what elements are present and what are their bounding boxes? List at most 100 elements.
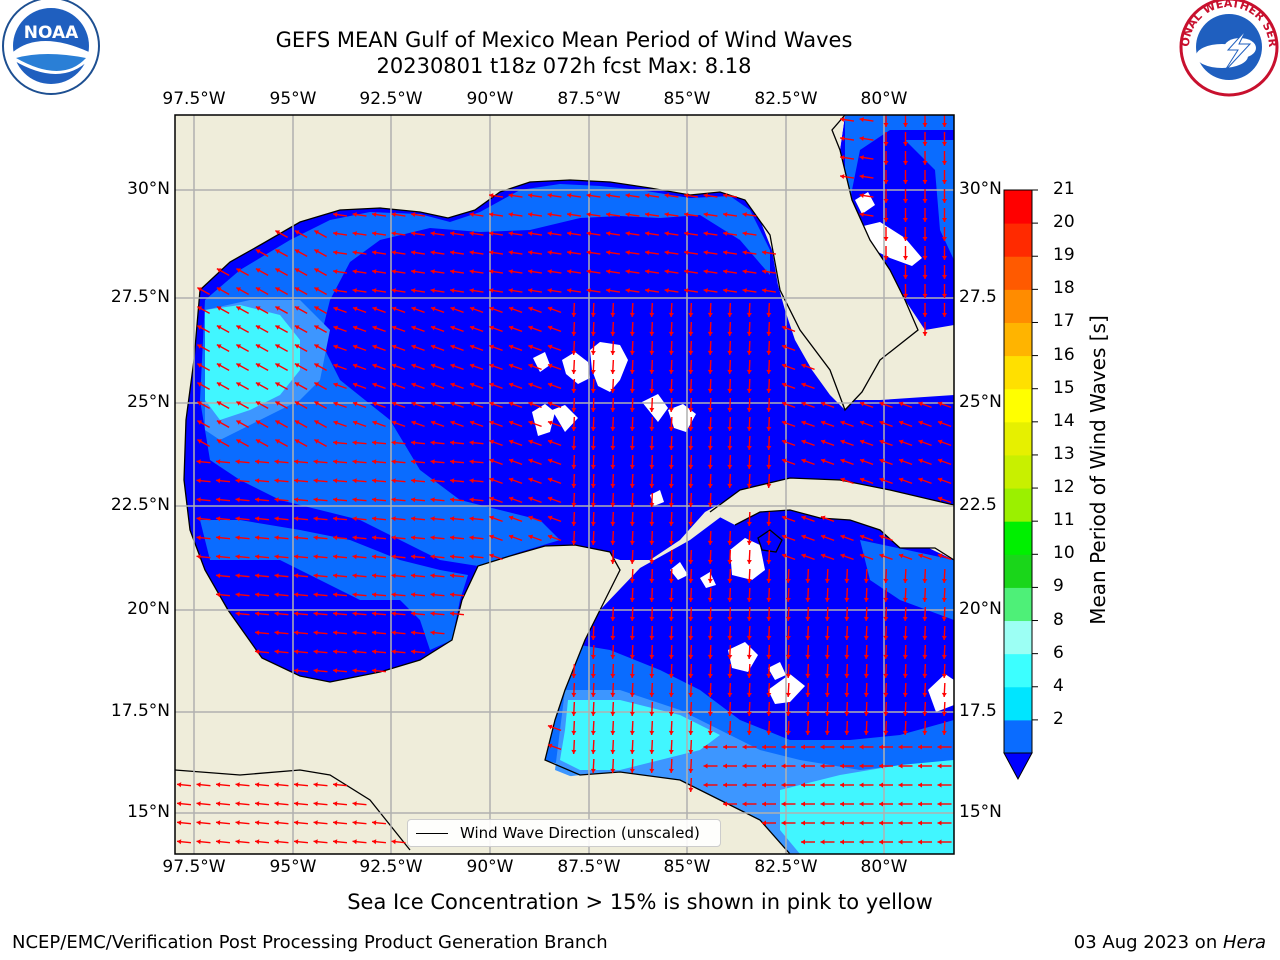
colorbar-frame	[1003, 189, 1033, 754]
wind-wave-arrow	[703, 269, 718, 275]
wind-wave-arrow	[610, 549, 616, 565]
wind-wave-arrow	[688, 511, 694, 527]
wind-wave-arrows	[176, 115, 952, 845]
wind-wave-arrow	[590, 378, 596, 394]
wind-wave-arrow	[839, 136, 855, 142]
wind-wave-arrow	[391, 325, 406, 333]
wind-wave-arrow	[746, 359, 752, 375]
wind-wave-arrow	[352, 306, 367, 314]
x-tick-label-top: 95°W	[269, 89, 317, 109]
wind-wave-arrow	[605, 231, 621, 237]
wind-wave-arrow	[590, 625, 596, 641]
y-tick-label-left: 22.5°N	[110, 495, 170, 515]
wind-wave-arrow	[781, 344, 796, 352]
wind-wave-arrow	[668, 720, 674, 736]
wind-wave-arrow	[547, 306, 562, 314]
wind-wave-arrow	[293, 630, 309, 636]
wind-wave-arrow	[649, 302, 655, 318]
wind-wave-arrow	[649, 321, 655, 337]
wind-wave-arrow	[649, 416, 655, 432]
wind-wave-arrow	[391, 440, 406, 446]
wind-wave-arrow	[528, 363, 542, 371]
wind-wave-arrow	[391, 649, 406, 655]
wind-wave-arrow	[293, 497, 309, 503]
wind-wave-arrow	[863, 663, 869, 679]
wind-wave-arrow	[586, 231, 601, 237]
wind-wave-arrow	[727, 397, 733, 413]
wind-wave-arrow	[236, 363, 249, 371]
wind-wave-arrow	[586, 250, 601, 256]
wind-wave-arrow	[688, 492, 694, 508]
wind-wave-arrow	[766, 340, 772, 356]
wind-wave-arrow	[216, 287, 230, 295]
wind-wave-arrow	[723, 763, 737, 769]
wind-wave-arrow	[859, 801, 874, 807]
wind-wave-arrow	[766, 302, 772, 318]
wind-wave-arrow	[371, 516, 387, 522]
wind-wave-arrow	[566, 250, 582, 256]
wind-wave-arrow	[547, 250, 562, 256]
wind-wave-arrow	[727, 625, 733, 641]
florida-land	[745, 115, 918, 410]
wind-wave-arrow	[333, 382, 347, 390]
wind-wave-arrow	[571, 473, 577, 489]
wind-wave-arrow	[722, 231, 738, 237]
wind-wave-arrow	[215, 592, 231, 598]
wind-wave-arrow	[254, 630, 270, 636]
wind-wave-arrow	[649, 530, 655, 546]
wind-wave-arrow	[839, 117, 855, 123]
wind-wave-arrow	[508, 458, 523, 466]
wind-wave-arrow	[352, 420, 367, 428]
wind-wave-arrow	[668, 359, 674, 375]
wind-wave-arrow	[488, 231, 504, 237]
colorbar-tick-label: 11	[1053, 510, 1075, 531]
wind-wave-arrow	[649, 435, 655, 451]
wind-wave-arrow	[918, 782, 932, 788]
wind-wave-arrow	[629, 340, 635, 356]
wind-wave-arrow	[314, 439, 327, 447]
wind-wave-arrow	[859, 839, 874, 845]
wind-wave-arrow	[859, 193, 874, 199]
wind-wave-arrow	[410, 649, 426, 655]
wind-wave-arrow	[235, 611, 250, 617]
wind-wave-arrow	[664, 193, 679, 199]
wind-wave-arrow	[236, 439, 249, 447]
wind-wave-arrow	[883, 720, 889, 736]
wind-wave-arrow	[941, 625, 947, 641]
wind-wave-arrow	[372, 325, 386, 333]
wind-wave-arrow	[352, 325, 367, 333]
colorbar-tick-label: 17	[1053, 311, 1075, 332]
wind-wave-arrow	[707, 359, 713, 375]
wind-wave-arrow	[352, 839, 367, 845]
wind-wave-arrow	[844, 587, 850, 603]
wind-wave-arrow	[902, 568, 908, 584]
wind-wave-arrow	[883, 227, 889, 241]
wind-wave-arrow	[766, 644, 772, 660]
wind-wave-arrow	[883, 625, 889, 641]
wind-wave-arrow	[176, 839, 192, 845]
wind-wave-arrow	[863, 720, 869, 736]
wind-wave-arrow	[668, 302, 674, 318]
wind-wave-arrow	[571, 378, 577, 394]
wind-wave-arrow	[746, 587, 752, 603]
wind-wave-arrow	[707, 435, 713, 451]
wind-wave-arrow	[314, 325, 327, 333]
wind-wave-arrow	[449, 288, 465, 294]
wind-wave-arrow	[449, 250, 465, 256]
colorbar-extend-arrow	[1003, 752, 1033, 781]
wind-wave-arrow	[707, 530, 713, 546]
wind-wave-arrow	[332, 535, 348, 541]
wind-wave-arrow	[898, 420, 913, 428]
wind-wave-arrow	[668, 587, 674, 603]
wind-wave-arrow	[688, 397, 694, 413]
wind-wave-arrow	[820, 420, 835, 428]
wind-wave-arrow	[688, 682, 694, 698]
wind-wave-arrow	[844, 701, 850, 717]
wind-wave-arrow	[254, 839, 270, 845]
wind-wave-arrow	[196, 782, 211, 788]
wind-wave-arrow	[668, 416, 674, 432]
wind-wave-arrow	[664, 250, 679, 256]
wind-wave-arrow	[352, 459, 367, 465]
wind-wave-arrow	[236, 287, 249, 295]
wind-wave-arrow	[629, 378, 635, 394]
